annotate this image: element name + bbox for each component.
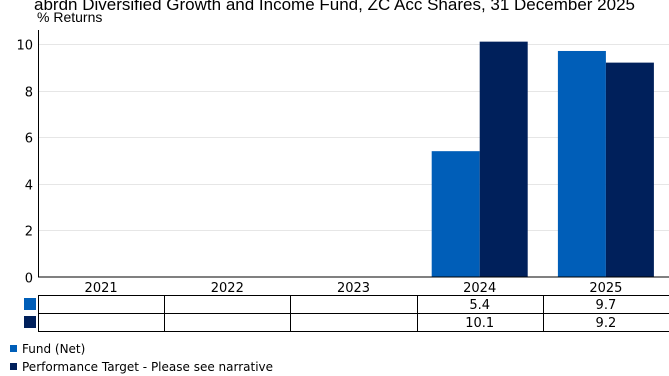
table-row-swatch [24,316,36,328]
y-tick-label: 8 [25,86,33,101]
x-tick-label: 2024 [463,281,496,296]
data-label: 10.1 [465,316,494,331]
legend-item-fund: Fund (Net) [10,342,85,356]
y-tick-label: 4 [25,179,33,194]
y-axis-label: % Returns [37,9,102,25]
y-tick-label: 0 [25,272,33,287]
x-tick-label: 2025 [589,281,622,296]
x-tick-label: 2023 [337,281,370,296]
legend-label-target: Performance Target - Please see narrativ… [22,360,274,374]
bar-target-2024 [479,41,528,278]
bar-fund-2025 [557,50,606,278]
legend-item-target: Performance Target - Please see narrativ… [10,360,273,374]
y-tick-label: 10 [16,39,33,54]
legend-swatch-fund [10,345,17,352]
bar-fund-2024 [431,151,480,277]
data-label: 5.4 [469,298,490,313]
y-axis-ticks: 0 2 4 6 8 10 [16,39,33,287]
x-tick-label: 2021 [85,281,118,296]
bar-target-2025 [605,62,654,277]
legend-swatch-target [10,363,17,370]
data-label: 9.7 [596,298,617,313]
table-row-swatch [24,298,36,310]
legend-label-fund: Fund (Net) [22,342,86,356]
chart-title: abrdn Diversified Growth and Income Fund… [34,0,635,14]
y-tick-label: 2 [25,225,33,240]
x-tick-label: 2022 [211,281,244,296]
data-table: 2021 2022 2023 2024 2025 5.4 9.7 10.1 9.2 [24,281,669,332]
y-tick-label: 6 [25,132,33,147]
data-label: 9.2 [596,316,617,331]
bars [431,41,654,278]
